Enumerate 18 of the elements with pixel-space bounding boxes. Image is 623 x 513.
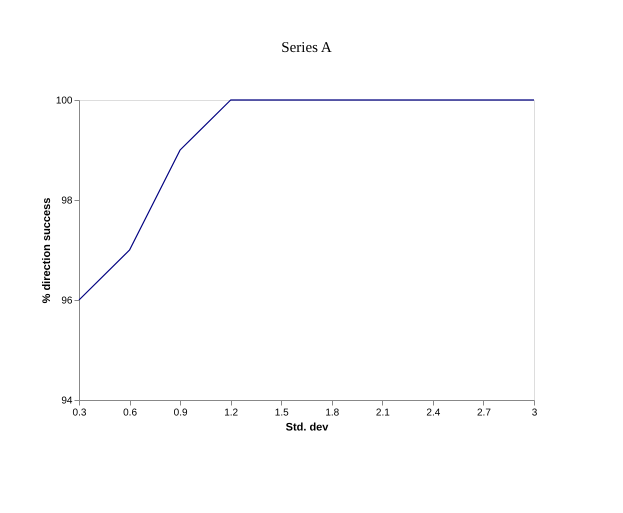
x-tick-label: 2.1 [376, 408, 390, 418]
x-tick-label: 0.6 [123, 408, 138, 418]
x-tick-label: 1.5 [274, 408, 290, 418]
x-axis-title: Std. dev [286, 422, 330, 434]
y-axis-title: % direction success [40, 198, 53, 304]
x-tick-label: 0.9 [174, 408, 188, 418]
y-tick-label: 96 [61, 296, 73, 306]
chart-title: Series A [281, 40, 332, 56]
y-tick-label: 94 [61, 396, 73, 406]
x-tick-label: 2.7 [476, 408, 492, 418]
x-tick-label: 1.8 [325, 408, 340, 418]
x-tick-label: 3 [532, 408, 538, 418]
y-tick-label: 98 [61, 196, 73, 206]
line-series [78, 99, 535, 301]
x-tick-label: 2.4 [426, 408, 441, 418]
x-tick-label: 0.3 [72, 408, 87, 418]
y-tick-label: 100 [56, 96, 73, 106]
x-tick-label: 1.2 [224, 408, 239, 418]
